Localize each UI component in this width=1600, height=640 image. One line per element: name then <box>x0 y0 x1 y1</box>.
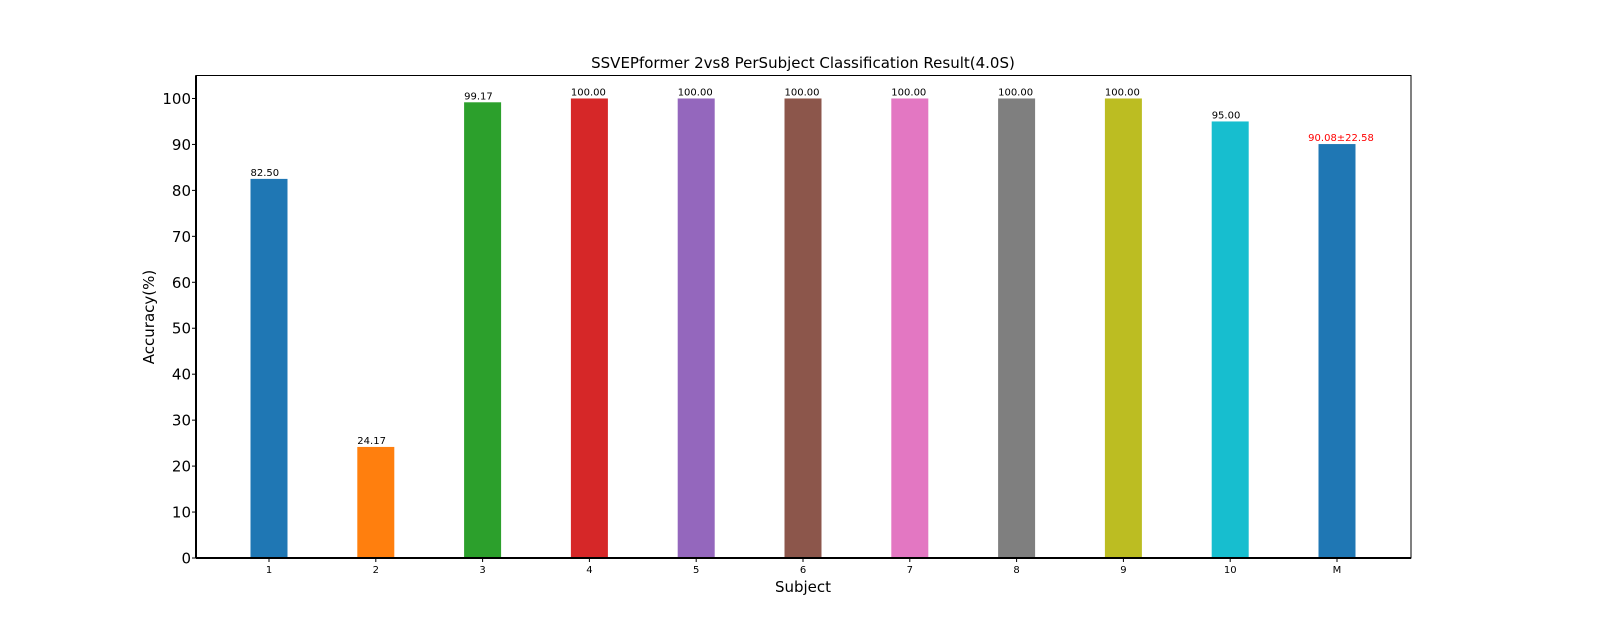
data-label: 82.50 <box>251 168 280 179</box>
data-labels-group: 82.50 24.17 99.17 100.00 100.00 100.00 100.00 1… <box>251 87 1374 446</box>
y-tick-label: 80 <box>172 182 191 200</box>
x-tick-label: 6 <box>800 565 806 576</box>
bars-group <box>250 98 1356 559</box>
y-tick-label: 10 <box>172 504 191 522</box>
bar <box>250 178 288 558</box>
y-axis-label: Accuracy(%) <box>140 270 158 364</box>
y-tick-label: 60 <box>172 274 191 292</box>
data-label: 100.00 <box>785 87 820 98</box>
x-tick-label: 5 <box>693 565 699 576</box>
x-axis-label: Subject <box>775 578 831 596</box>
x-tick-label: 7 <box>907 565 913 576</box>
x-axis: 1 2 3 4 5 6 7 8 9 10 M <box>266 558 1342 576</box>
data-label: 100.00 <box>678 87 713 98</box>
bar <box>998 98 1036 558</box>
y-tick-label: 0 <box>181 550 191 568</box>
y-tick-label: 40 <box>172 366 191 384</box>
y-tick-label: 70 <box>172 228 191 246</box>
x-tick-label: 1 <box>266 565 272 576</box>
bar <box>784 98 822 558</box>
x-tick-label: 2 <box>373 565 379 576</box>
bar <box>570 98 608 558</box>
data-label: 100.00 <box>1105 87 1140 98</box>
bar <box>1318 144 1356 558</box>
bar <box>1211 121 1249 558</box>
data-label: 90.08±22.58 <box>1308 133 1374 144</box>
x-tick-label: 8 <box>1013 565 1019 576</box>
y-tick-label: 90 <box>172 136 191 154</box>
bar <box>1104 98 1142 558</box>
bar <box>464 102 502 559</box>
data-label: 100.00 <box>998 87 1033 98</box>
y-axis: 0 10 20 30 40 50 60 70 80 90 100 <box>162 90 196 568</box>
y-tick-label: 50 <box>172 320 191 338</box>
data-label: 99.17 <box>464 91 493 102</box>
bar <box>357 446 395 558</box>
data-label: 100.00 <box>891 87 926 98</box>
x-tick-label: 10 <box>1224 565 1237 576</box>
data-label: 24.17 <box>357 436 386 447</box>
x-tick-label: 4 <box>586 565 592 576</box>
x-tick-label: 9 <box>1120 565 1126 576</box>
x-tick-label: 3 <box>479 565 485 576</box>
bar <box>677 98 715 558</box>
data-label: 95.00 <box>1212 110 1241 121</box>
data-label: 100.00 <box>571 87 606 98</box>
y-tick-label: 30 <box>172 412 191 430</box>
chart-title: SSVEPformer 2vs8 PerSubject Classificati… <box>591 54 1015 72</box>
y-tick-label: 100 <box>162 90 191 108</box>
x-tick-label: M <box>1333 565 1342 576</box>
bar <box>891 98 929 558</box>
y-tick-label: 20 <box>172 458 191 476</box>
